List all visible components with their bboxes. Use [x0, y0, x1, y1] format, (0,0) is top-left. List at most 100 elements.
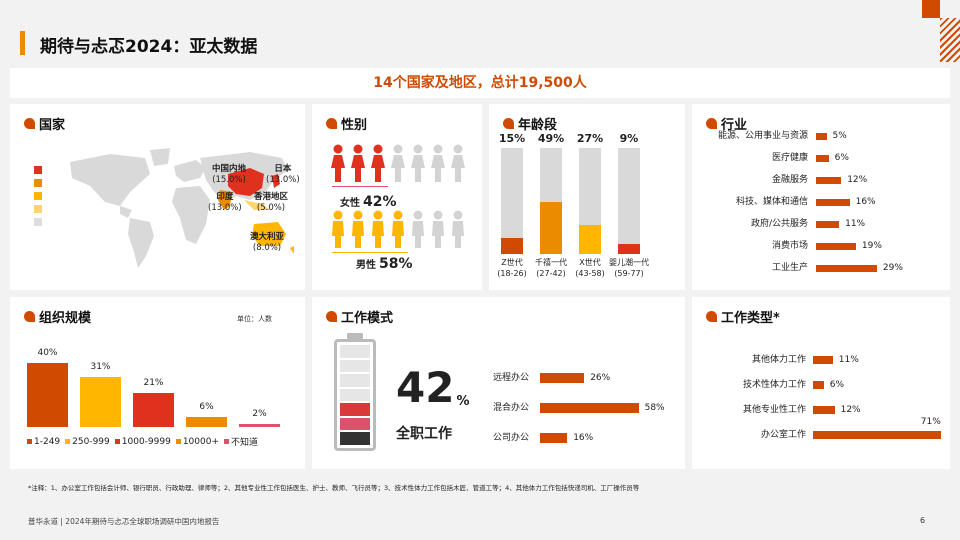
country-value: (15.0%)	[212, 175, 246, 185]
industry-bar	[816, 264, 877, 272]
male-marker-line	[332, 252, 408, 253]
work-mode-label: 远程办公	[492, 373, 529, 383]
work-type-bar	[813, 431, 941, 439]
country-name: 印度	[216, 192, 234, 202]
pin-icon	[706, 311, 717, 322]
legend-swatch	[34, 179, 42, 187]
industry-label: 能源、公用事业与资源	[717, 131, 808, 141]
female-stat: 女性 42%	[340, 194, 397, 210]
org-size-value: 21%	[143, 378, 164, 389]
male-icon	[330, 210, 346, 252]
org-size-value: 40%	[37, 348, 58, 358]
age-bar-track	[618, 148, 640, 254]
org-size-panel: 组织规模 单位：人数 40% 31% 21% 6% 2% 1-249 250-999 100…	[10, 297, 305, 469]
industry-value: 11%	[845, 219, 866, 229]
male-stat: 男性 58%	[356, 256, 413, 272]
female-marker-line	[332, 186, 388, 187]
org-size-title: 组织规模	[24, 307, 91, 326]
legend-swatch	[34, 218, 42, 226]
pin-icon	[326, 118, 337, 129]
age-bar	[501, 238, 523, 254]
full-time-unit: %	[456, 394, 470, 409]
country-label: 澳大利亚 (8.0%)	[250, 232, 284, 254]
legend-swatch	[34, 166, 42, 174]
female-icon	[350, 144, 366, 186]
country-name: 中国内地	[212, 164, 247, 174]
work-type-bar	[813, 406, 835, 414]
org-size-legend-item: 不知道	[224, 435, 258, 448]
age-group-label: Z世代 (18-26)	[487, 257, 537, 279]
map-legend	[34, 166, 42, 231]
female-icon	[390, 144, 406, 186]
country-name: 香港地区	[254, 192, 289, 202]
female-icon	[370, 144, 386, 186]
banner-text: 14个国家及地区，总计19,500人	[373, 75, 587, 91]
male-icon	[450, 210, 466, 252]
industry-label: 金融服务	[771, 175, 808, 185]
gender-title: 性别	[326, 114, 367, 133]
org-size-legend-label: 1-249	[34, 436, 61, 447]
age-group-label: 婴儿潮一代 (59-77)	[604, 257, 654, 279]
work-type-title: 工作类型*	[706, 307, 780, 326]
industry-value: 5%	[832, 131, 847, 141]
org-size-bar	[80, 377, 121, 427]
female-label: 女性	[340, 198, 360, 209]
pin-icon	[24, 311, 35, 322]
legend-swatch	[175, 439, 181, 444]
work-type-label: 其他体力工作	[751, 355, 806, 365]
industry-bar	[816, 176, 842, 184]
gender-panel: 性别 女性 42% 男性 58%	[312, 104, 482, 290]
male-icon	[430, 210, 446, 252]
age-group-name: Z世代	[501, 258, 523, 267]
pin-icon	[706, 118, 717, 129]
age-pct-label: 27%	[576, 132, 604, 145]
footer-text: 普华永道 | 2024年期待与忐忑全球职场调研中国内地报告	[28, 517, 220, 526]
work-mode-bar	[540, 373, 585, 383]
male-icon	[350, 210, 366, 252]
industry-label: 科技、媒体和通信	[735, 197, 808, 207]
work-mode-label: 混合办公	[492, 403, 529, 413]
full-time-label: 全职工作	[396, 426, 452, 442]
age-pct-label: 9%	[619, 132, 639, 145]
work-mode-bar	[540, 433, 568, 443]
work-mode-panel: 工作模式 42 % 全职工作 远程办公 26% 混合办公 58% 公司办公 16%	[312, 297, 685, 469]
pin-icon	[503, 118, 514, 129]
age-pct-label: 15%	[498, 132, 526, 145]
legend-swatch	[114, 439, 120, 444]
org-size-legend-item: 1-249	[27, 435, 60, 448]
industry-value: 29%	[882, 263, 903, 273]
industry-label: 医疗健康	[771, 153, 808, 163]
legend-swatch	[65, 439, 71, 444]
age-panel: 年龄段 15% Z世代 (18-26) 49% 千禧一代 (27-42) 27% X世代 (43…	[489, 104, 685, 290]
age-group-name: 婴儿潮一代	[609, 258, 649, 267]
female-icon	[410, 144, 426, 186]
work-type-bar	[813, 356, 833, 364]
age-bar	[618, 244, 640, 254]
work-type-value: 12%	[840, 405, 861, 415]
org-size-legend-label: 10000+	[182, 436, 219, 447]
country-name: 澳大利亚	[250, 232, 285, 242]
work-type-bar	[813, 381, 824, 389]
country-panel: 国家 中国内地 (15.0%) 日本 (13.0%) 印度 (13.0%) 香港地区 (5.0…	[10, 104, 305, 290]
org-size-legend-item: 10000+	[175, 435, 219, 448]
work-mode-label: 公司办公	[492, 433, 529, 443]
age-group-range: (18-26)	[497, 269, 527, 278]
work-mode-value: 16%	[573, 433, 594, 443]
country-title: 国家	[24, 114, 65, 133]
industry-bar	[816, 220, 840, 228]
country-value: (5.0%)	[256, 203, 286, 213]
country-label: 印度 (13.0%)	[208, 192, 242, 214]
age-group-range: (27-42)	[536, 269, 566, 278]
industry-bar	[816, 198, 850, 206]
work-type-label: 办公室工作	[760, 430, 806, 440]
org-size-value: 6%	[199, 402, 214, 413]
age-title: 年龄段	[503, 114, 557, 133]
world-map	[70, 148, 294, 268]
female-icon	[450, 144, 466, 186]
age-group-range: (59-77)	[614, 269, 644, 278]
age-group-name: X世代	[579, 258, 601, 267]
age-group-label: X世代 (43-58)	[565, 257, 615, 279]
banner-panel: 14个国家及地区，总计19,500人	[10, 68, 950, 98]
work-mode-value: 26%	[590, 373, 611, 383]
country-value: (13.0%)	[208, 203, 242, 213]
